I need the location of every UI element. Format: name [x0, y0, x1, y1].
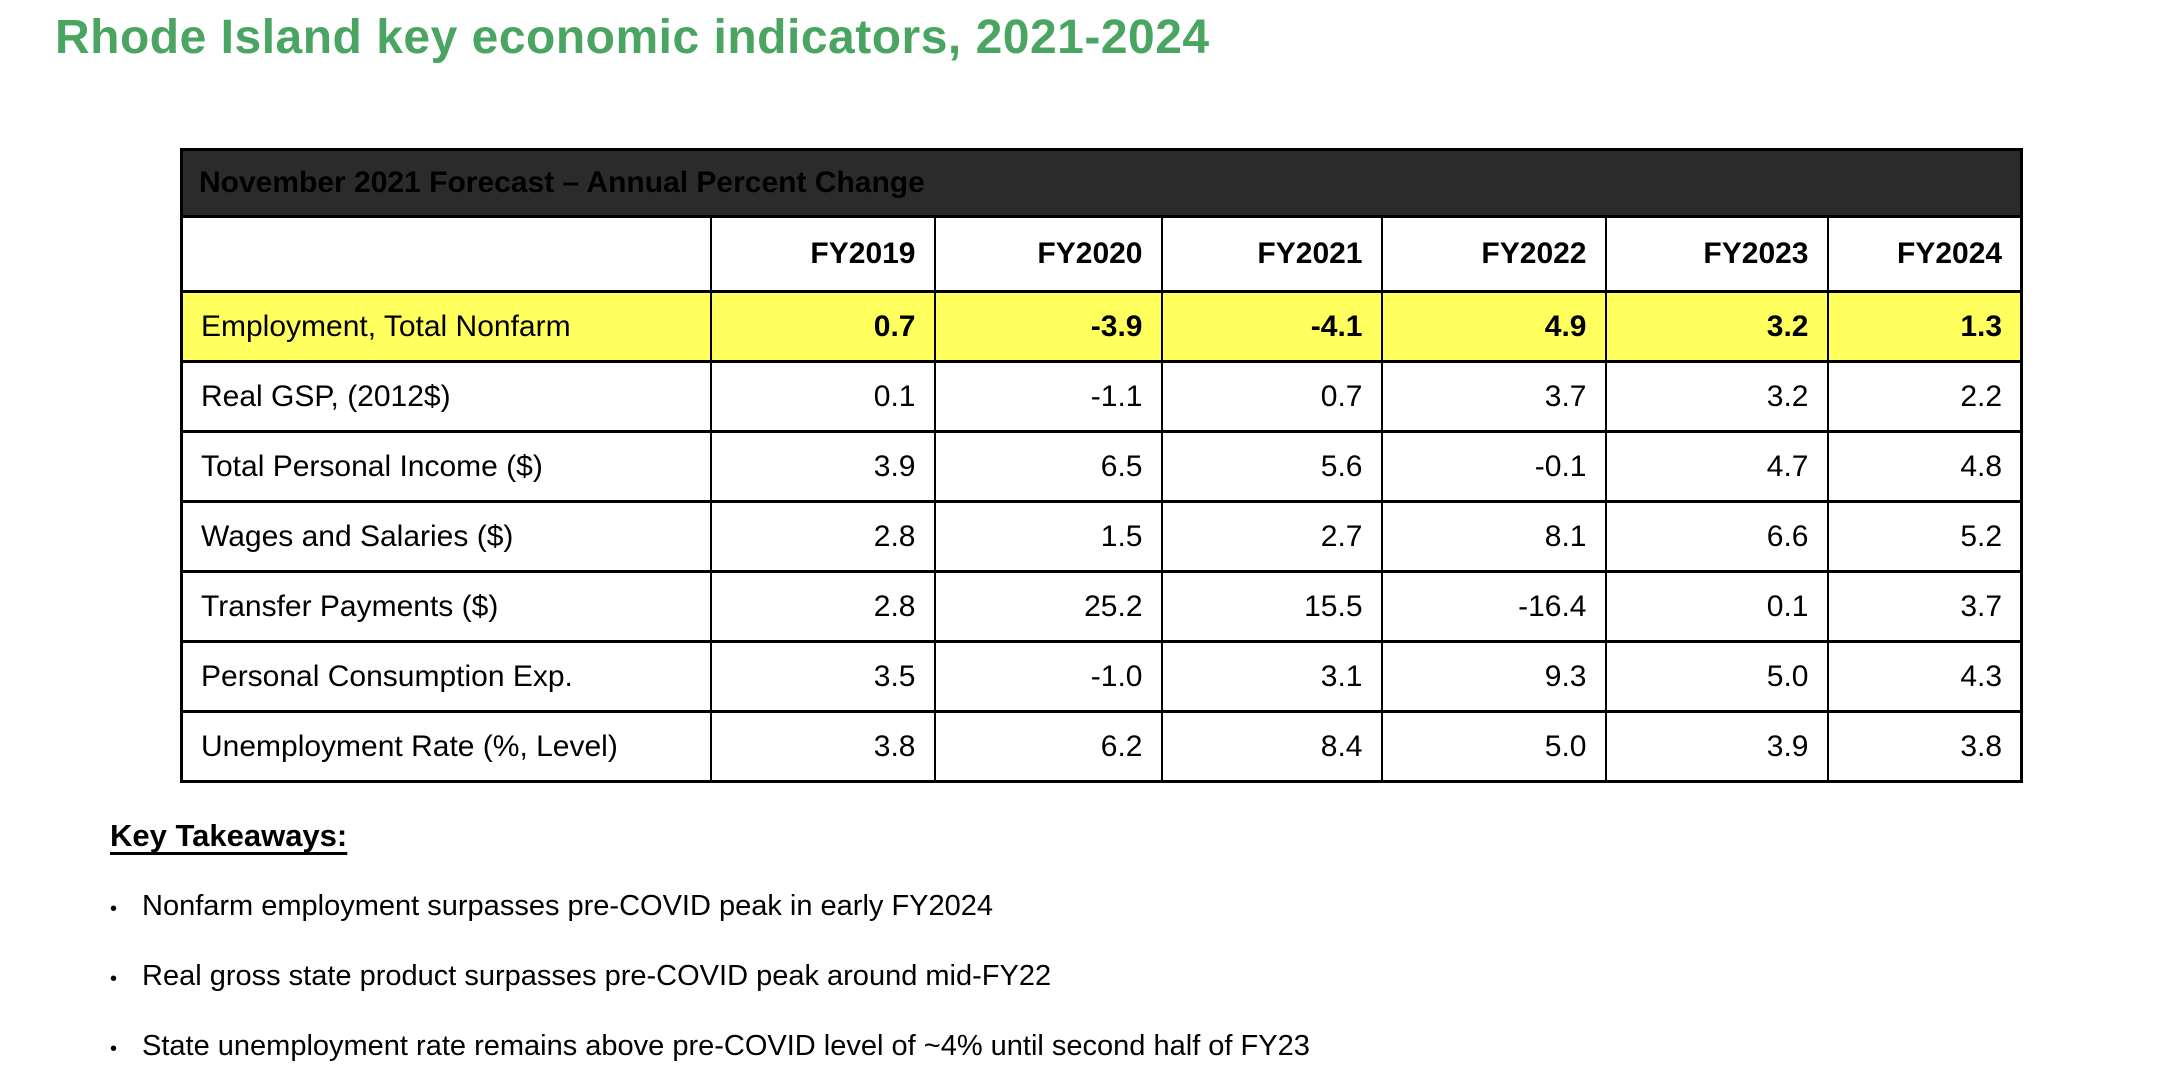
key-takeaways-heading: Key Takeaways:: [110, 818, 348, 853]
column-header-row: FY2019 FY2020 FY2021 FY2022 FY2023 FY202…: [180, 215, 2023, 293]
table-row-unemployment-rate: Unemployment Rate (%, Level) 3.8 6.2 8.4…: [180, 710, 2023, 783]
page-title: Rhode Island key economic indicators, 20…: [55, 11, 1210, 64]
cell-value: 4.9: [1380, 290, 1607, 363]
takeaway-item: • State unemployment rate remains above …: [110, 1028, 1710, 1067]
cell-value: 5.6: [1160, 430, 1383, 503]
bullet-icon: •: [110, 898, 118, 920]
row-label: Employment, Total Nonfarm: [180, 290, 712, 363]
table-row-personal-consumption: Personal Consumption Exp. 3.5 -1.0 3.1 9…: [180, 640, 2023, 713]
cell-value: -3.9: [933, 290, 1163, 363]
cell-value: 6.2: [933, 710, 1163, 783]
row-label: Wages and Salaries ($): [180, 500, 712, 573]
column-header-fy2024: FY2024: [1826, 215, 2023, 293]
cell-value: -1.1: [933, 360, 1163, 433]
table-row-employment: Employment, Total Nonfarm 0.7 -3.9 -4.1 …: [180, 290, 2023, 363]
cell-value: 3.8: [1826, 710, 2023, 783]
cell-value: 3.8: [709, 710, 936, 783]
cell-value: 4.7: [1604, 430, 1829, 503]
row-label: Personal Consumption Exp.: [180, 640, 712, 713]
table-row-transfer-payments: Transfer Payments ($) 2.8 25.2 15.5 -16.…: [180, 570, 2023, 643]
cell-value: 0.7: [709, 290, 936, 363]
cell-value: 1.5: [933, 500, 1163, 573]
cell-value: 3.7: [1826, 570, 2023, 643]
cell-value: 3.7: [1380, 360, 1607, 433]
cell-value: 4.8: [1826, 430, 2023, 503]
key-takeaways-section: Key Takeaways: • Nonfarm employment surp…: [110, 818, 1710, 1090]
cell-value: 5.2: [1826, 500, 2023, 573]
cell-value: 6.6: [1604, 500, 1829, 573]
cell-value: 15.5: [1160, 570, 1383, 643]
bullet-icon: •: [110, 968, 118, 990]
takeaway-item: • Real gross state product surpasses pre…: [110, 958, 1710, 997]
takeaway-item: • Nonfarm employment surpasses pre-COVID…: [110, 888, 1710, 927]
cell-value: 0.7: [1160, 360, 1383, 433]
column-header-fy2023: FY2023: [1604, 215, 1829, 293]
key-takeaways-list: • Nonfarm employment surpasses pre-COVID…: [110, 888, 1710, 1067]
cell-value: -4.1: [1160, 290, 1383, 363]
table-row-real-gsp: Real GSP, (2012$) 0.1 -1.1 0.7 3.7 3.2 2…: [180, 360, 2023, 433]
cell-value: 5.0: [1380, 710, 1607, 783]
takeaway-text: Real gross state product surpasses pre-C…: [142, 960, 1052, 992]
cell-value: 8.4: [1160, 710, 1383, 783]
row-label: Total Personal Income ($): [180, 430, 712, 503]
takeaway-text: State unemployment rate remains above pr…: [142, 1030, 1310, 1062]
forecast-table: November 2021 Forecast – Annual Percent …: [180, 148, 2024, 783]
bullet-icon: •: [110, 1038, 118, 1060]
cell-value: -1.0: [933, 640, 1163, 713]
cell-value: 3.5: [709, 640, 936, 713]
table-row-wages-salaries: Wages and Salaries ($) 2.8 1.5 2.7 8.1 6…: [180, 500, 2023, 573]
cell-value: 5.0: [1604, 640, 1829, 713]
cell-value: 3.1: [1160, 640, 1383, 713]
cell-value: -0.1: [1380, 430, 1607, 503]
cell-value: 4.3: [1826, 640, 2023, 713]
takeaway-text: Nonfarm employment surpasses pre-COVID p…: [142, 890, 994, 922]
table-row-personal-income: Total Personal Income ($) 3.9 6.5 5.6 -0…: [180, 430, 2023, 503]
column-header-fy2019: FY2019: [709, 215, 936, 293]
cell-value: 8.1: [1380, 500, 1607, 573]
cell-value: 3.9: [709, 430, 936, 503]
cell-value: 1.3: [1826, 290, 2023, 363]
column-header-fy2021: FY2021: [1160, 215, 1383, 293]
cell-value: 6.5: [933, 430, 1163, 503]
table-title: November 2021 Forecast – Annual Percent …: [180, 148, 2023, 218]
cell-value: 3.2: [1604, 360, 1829, 433]
cell-value: -16.4: [1380, 570, 1607, 643]
row-label: Unemployment Rate (%, Level): [180, 710, 712, 783]
cell-value: 2.7: [1160, 500, 1383, 573]
table-title-bar: November 2021 Forecast – Annual Percent …: [180, 148, 2023, 218]
cell-value: 0.1: [1604, 570, 1829, 643]
cell-value: 2.8: [709, 570, 936, 643]
cell-value: 0.1: [709, 360, 936, 433]
cell-value: 3.9: [1604, 710, 1829, 783]
cell-value: 2.8: [709, 500, 936, 573]
column-header-fy2020: FY2020: [933, 215, 1163, 293]
cell-value: 25.2: [933, 570, 1163, 643]
row-label: Real GSP, (2012$): [180, 360, 712, 433]
cell-value: 2.2: [1826, 360, 2023, 433]
cell-value: 9.3: [1380, 640, 1607, 713]
corner-cell: [180, 215, 712, 293]
row-label: Transfer Payments ($): [180, 570, 712, 643]
column-header-fy2022: FY2022: [1380, 215, 1607, 293]
cell-value: 3.2: [1604, 290, 1829, 363]
